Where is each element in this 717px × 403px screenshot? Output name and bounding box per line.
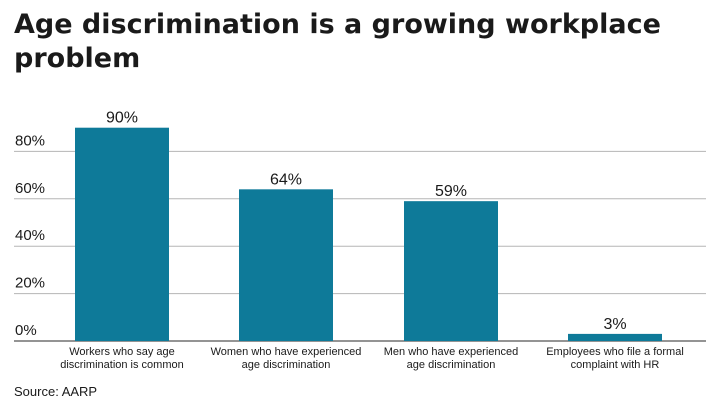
bar bbox=[568, 333, 662, 341]
data-label: 90% bbox=[106, 110, 138, 127]
bar bbox=[404, 201, 498, 341]
category-label-line: Women who have experienced bbox=[211, 346, 362, 358]
data-label: 3% bbox=[603, 316, 626, 333]
bar bbox=[239, 189, 333, 341]
y-axis-tick-labels: 0% 20% 40% 60% 80% bbox=[15, 132, 45, 339]
chart-title: Age discrimination is a growing workplac… bbox=[14, 9, 661, 74]
data-labels: 90% 64% 59% 3% bbox=[106, 110, 627, 333]
data-label: 59% bbox=[435, 183, 467, 200]
category-label: Women who have experienced age discrimina… bbox=[211, 346, 362, 371]
category-label-line: age discrimination bbox=[242, 359, 331, 371]
y-tick-label: 40% bbox=[15, 227, 45, 244]
y-tick-label: 80% bbox=[15, 132, 45, 149]
category-label-line: discrimination is common bbox=[60, 359, 183, 371]
x-axis-category-labels: Workers who say age discrimination is com… bbox=[60, 346, 684, 371]
category-label-line: Employees who file a formal bbox=[546, 346, 684, 358]
y-tick-label: 60% bbox=[15, 180, 45, 197]
category-label-line: Men who have experienced bbox=[384, 346, 519, 358]
category-label-line: Workers who say age bbox=[69, 346, 175, 358]
data-label: 64% bbox=[270, 171, 302, 188]
bar bbox=[75, 127, 169, 341]
category-label: Employees who file a formal complaint wit… bbox=[546, 346, 684, 371]
y-tick-label: 20% bbox=[15, 275, 45, 292]
category-label-line: complaint with HR bbox=[571, 359, 660, 371]
y-tick-label: 0% bbox=[15, 322, 37, 339]
source-note: Source: AARP bbox=[14, 384, 98, 399]
bars bbox=[75, 127, 662, 341]
category-label: Workers who say age discrimination is com… bbox=[60, 346, 183, 371]
category-label: Men who have experienced age discriminati… bbox=[384, 346, 519, 371]
category-label-line: age discrimination bbox=[407, 359, 496, 371]
